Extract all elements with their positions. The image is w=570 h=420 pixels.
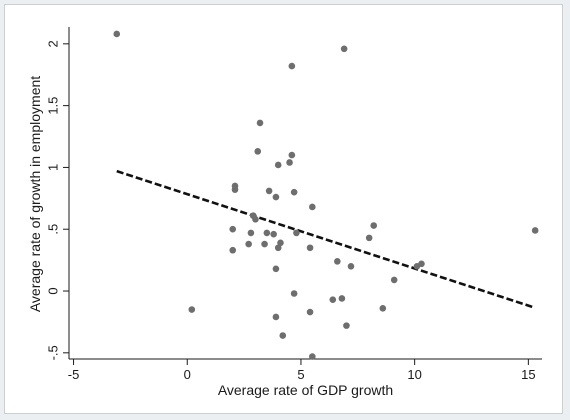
data-point [309,353,316,360]
plot-area: -5 0 5 10 15 -.5 0 .5 1 1.5 2 [46,27,542,382]
data-point [256,119,264,127]
data-point [293,229,300,237]
data-point [274,161,282,169]
y-tick-label: 1 [46,164,61,171]
y-axis-title: Average rate of growth in employment [27,76,43,312]
y-tick-label: 0 [46,287,61,294]
data-point [245,240,252,248]
data-point [418,260,425,268]
data-point [277,239,284,247]
data-point [365,234,373,242]
x-tick-label: 10 [407,367,421,382]
data-point [306,244,314,252]
data-point [347,263,355,270]
data-point [113,30,121,38]
x-axis-title: Average rate of GDP growth [218,382,393,398]
data-point [290,188,298,196]
data-point [343,322,350,329]
data-point [370,222,378,229]
x-axis-ticks: -5 0 5 10 15 [68,359,536,382]
data-point [247,229,255,237]
data-point [261,240,268,248]
y-axis-ticks: -.5 0 .5 1 1.5 2 [46,40,69,360]
scatter-chart: -5 0 5 10 15 -.5 0 .5 1 1.5 2 Average rate of GDP… [27,27,542,398]
data-point [288,151,296,159]
fit-line-layer [116,169,534,309]
data-point [334,258,341,265]
data-point [340,45,348,53]
data-point [390,276,398,284]
data-point [531,227,539,234]
data-point [329,296,337,303]
data-point [379,305,387,312]
data-point [286,159,293,166]
data-point [229,225,237,233]
data-point [270,230,277,238]
x-tick-label: -5 [68,367,80,382]
data-points [113,30,539,360]
chart-frame: -5 0 5 10 15 -.5 0 .5 1 1.5 2 Average rate of GDP… [4,4,563,414]
data-point [231,186,239,193]
y-tick-label: 2 [46,40,61,47]
data-point [188,306,196,313]
data-point [274,244,282,252]
data-point [263,229,271,237]
data-point [229,246,237,254]
data-point [306,308,314,316]
data-point [272,193,280,201]
data-point [288,62,296,70]
y-tick-label: 1.5 [46,97,61,115]
y-tick-label: .5 [46,224,61,235]
data-point [272,265,280,273]
data-point [252,216,259,223]
data-point [290,290,298,297]
y-tick-label: -.5 [46,345,61,360]
data-point [338,295,346,302]
fitted-line [116,169,534,309]
x-tick-label: 15 [521,367,535,382]
data-point [309,203,316,211]
x-tick-label: 0 [184,367,191,382]
data-point [279,332,287,339]
data-point [265,187,273,195]
data-point [272,313,280,321]
x-tick-label: 5 [297,367,304,382]
data-point [254,148,262,155]
